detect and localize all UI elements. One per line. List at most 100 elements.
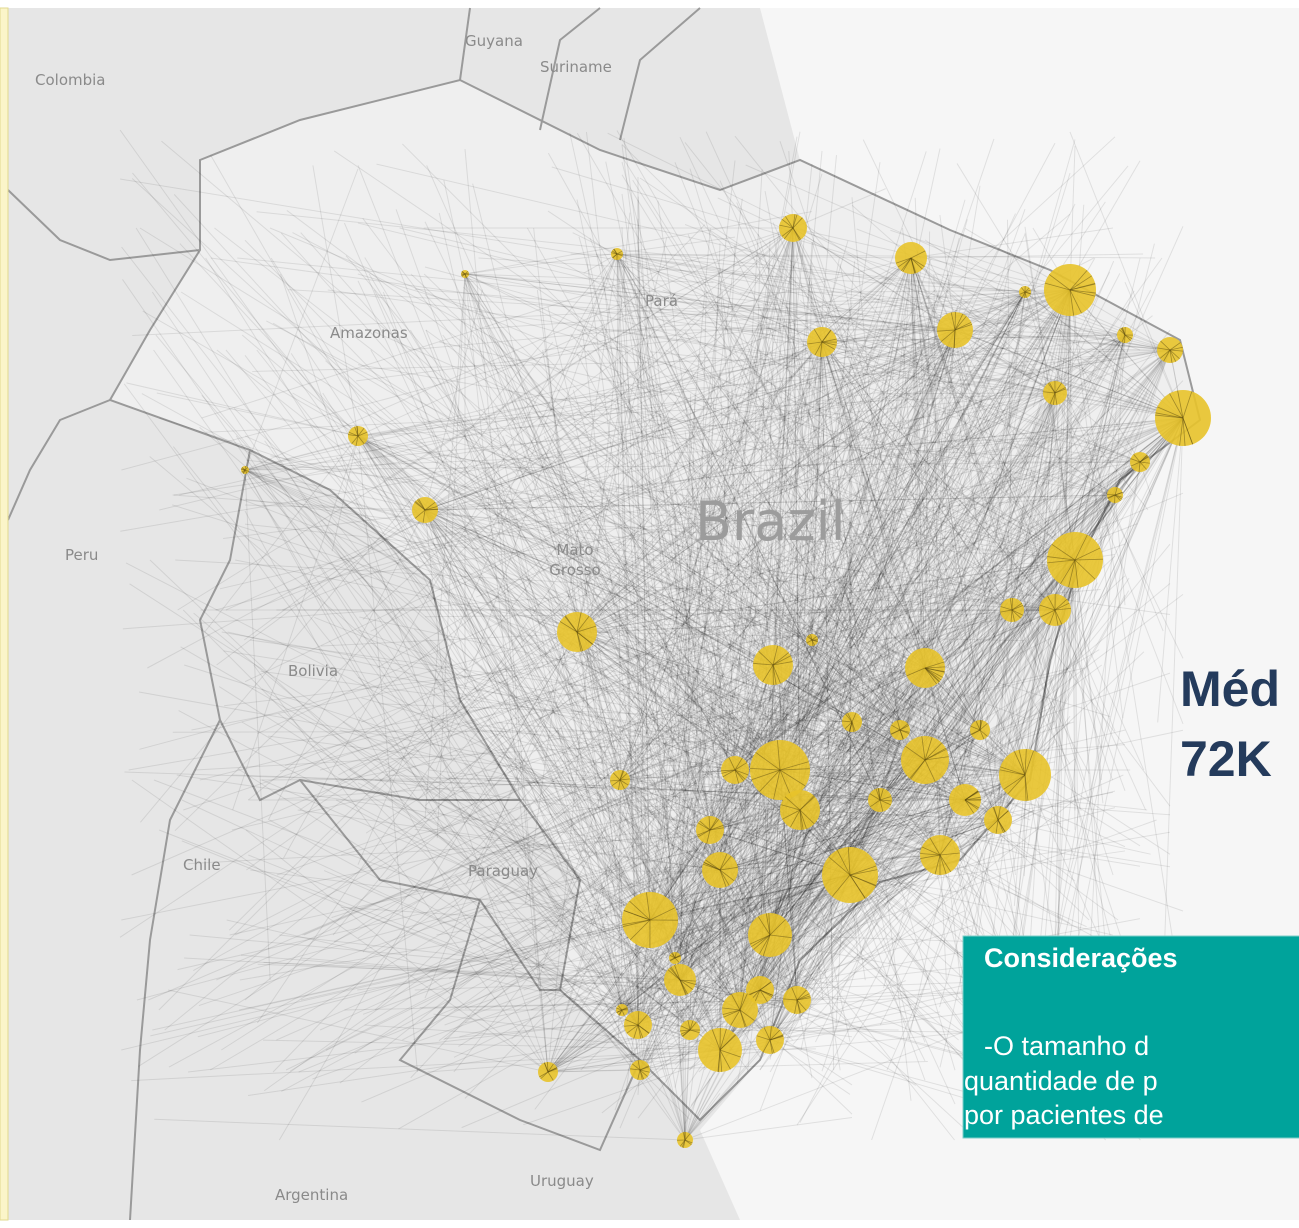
- flow-line: [547, 593, 1184, 1073]
- flow-line: [719, 284, 1141, 463]
- flow-line: [619, 799, 966, 959]
- flow-line: [576, 631, 1026, 642]
- flow-line: [261, 688, 761, 991]
- flow-line: [787, 227, 794, 373]
- bubble-spoke: [613, 248, 618, 255]
- bubble-spoke: [769, 1026, 772, 1041]
- flow-line: [772, 664, 798, 1001]
- flow-line: [650, 854, 941, 876]
- flow-line: [424, 327, 707, 511]
- bubble-spoke: [719, 869, 730, 886]
- flow-line: [621, 869, 721, 1011]
- flow-line: [849, 257, 912, 876]
- bubble-spoke: [564, 616, 578, 633]
- flow-line: [264, 440, 691, 1031]
- flow-line: [342, 721, 771, 1041]
- flow-line: [623, 137, 721, 871]
- flow-line: [679, 392, 696, 981]
- flow-line: [924, 329, 956, 669]
- flow-line: [131, 779, 549, 1073]
- flow-line: [235, 435, 686, 1141]
- flow-line: [851, 349, 1171, 792]
- flow-line: [464, 273, 606, 496]
- flow-line: [759, 809, 801, 991]
- flow-line: [792, 341, 823, 786]
- flow-line: [180, 291, 926, 761]
- flow-line: [821, 341, 1056, 611]
- bubble-spoke: [559, 621, 578, 633]
- flow-line: [739, 1009, 853, 1086]
- flow-line: [877, 392, 1056, 395]
- flow-line: [769, 301, 853, 936]
- flow-line: [244, 289, 1071, 683]
- flow-line: [792, 227, 1141, 351]
- flow-line: [280, 232, 801, 811]
- flow-line: [674, 268, 721, 959]
- bubble-spoke: [616, 1007, 623, 1011]
- bubble-spoke: [999, 769, 1026, 776]
- flow-line: [621, 331, 1184, 419]
- flow-line: [779, 769, 941, 856]
- flow-line: [799, 809, 841, 1071]
- flow-line: [440, 664, 774, 801]
- flow-line: [257, 963, 681, 981]
- flow-line: [769, 799, 1076, 1041]
- flow-line: [414, 828, 721, 871]
- flow-line: [139, 227, 1026, 776]
- flow-line: [575, 329, 956, 871]
- bubble-spoke: [637, 1060, 641, 1071]
- flow-line: [772, 291, 1026, 666]
- flow-line: [637, 664, 774, 1026]
- flow-line: [899, 430, 954, 731]
- flow-line: [619, 329, 956, 781]
- flow-line: [496, 341, 736, 771]
- flow-line: [619, 779, 741, 1011]
- flow-line: [796, 341, 823, 1001]
- flow-line: [837, 461, 1141, 772]
- bubble-spoke: [1060, 559, 1076, 585]
- flow-line: [924, 358, 1026, 761]
- bubble-spoke: [424, 506, 438, 511]
- flow-line: [639, 311, 686, 1141]
- bubble-spoke: [763, 1027, 771, 1041]
- flow-line: [785, 211, 1056, 394]
- flow-line: [734, 417, 1184, 771]
- flow-line: [684, 1093, 721, 1141]
- flow-line: [572, 289, 1071, 518]
- flow-line: [972, 609, 1056, 801]
- bubble-spoke: [622, 919, 651, 928]
- bubble-spoke: [1047, 382, 1056, 394]
- flow-line: [576, 874, 851, 909]
- flow-line: [616, 253, 926, 761]
- flow-line: [437, 334, 1126, 921]
- bubble-spoke: [950, 312, 956, 331]
- flow-line: [270, 455, 1056, 611]
- flow-line: [616, 253, 1184, 419]
- flow-line: [769, 849, 1013, 936]
- flow-line: [323, 870, 691, 1031]
- flow-line: [241, 334, 801, 811]
- flow-line: [424, 509, 651, 921]
- bubble-spoke: [1107, 494, 1116, 499]
- flow-line: [244, 469, 966, 1130]
- flow-line: [357, 461, 1141, 939]
- flow-line: [689, 225, 798, 1031]
- flow-line: [464, 273, 844, 343]
- flow-line: [472, 334, 721, 871]
- bubble-spoke: [828, 856, 851, 876]
- bubble-spoke: [799, 795, 815, 811]
- flow-line: [759, 227, 794, 991]
- flow-line: [424, 329, 956, 511]
- bubble-spoke: [1000, 606, 1013, 611]
- flow-line: [576, 631, 741, 1011]
- flow-line: [779, 140, 981, 731]
- flow-line: [362, 218, 781, 771]
- bubble-spoke: [1139, 461, 1150, 464]
- bubble-spoke: [769, 934, 792, 939]
- flow-line: [734, 289, 1071, 771]
- flow-line: [649, 533, 912, 921]
- flow-line: [357, 435, 418, 1073]
- flow-line: [125, 562, 721, 871]
- flow-line: [769, 334, 901, 936]
- flow-line: [586, 257, 681, 981]
